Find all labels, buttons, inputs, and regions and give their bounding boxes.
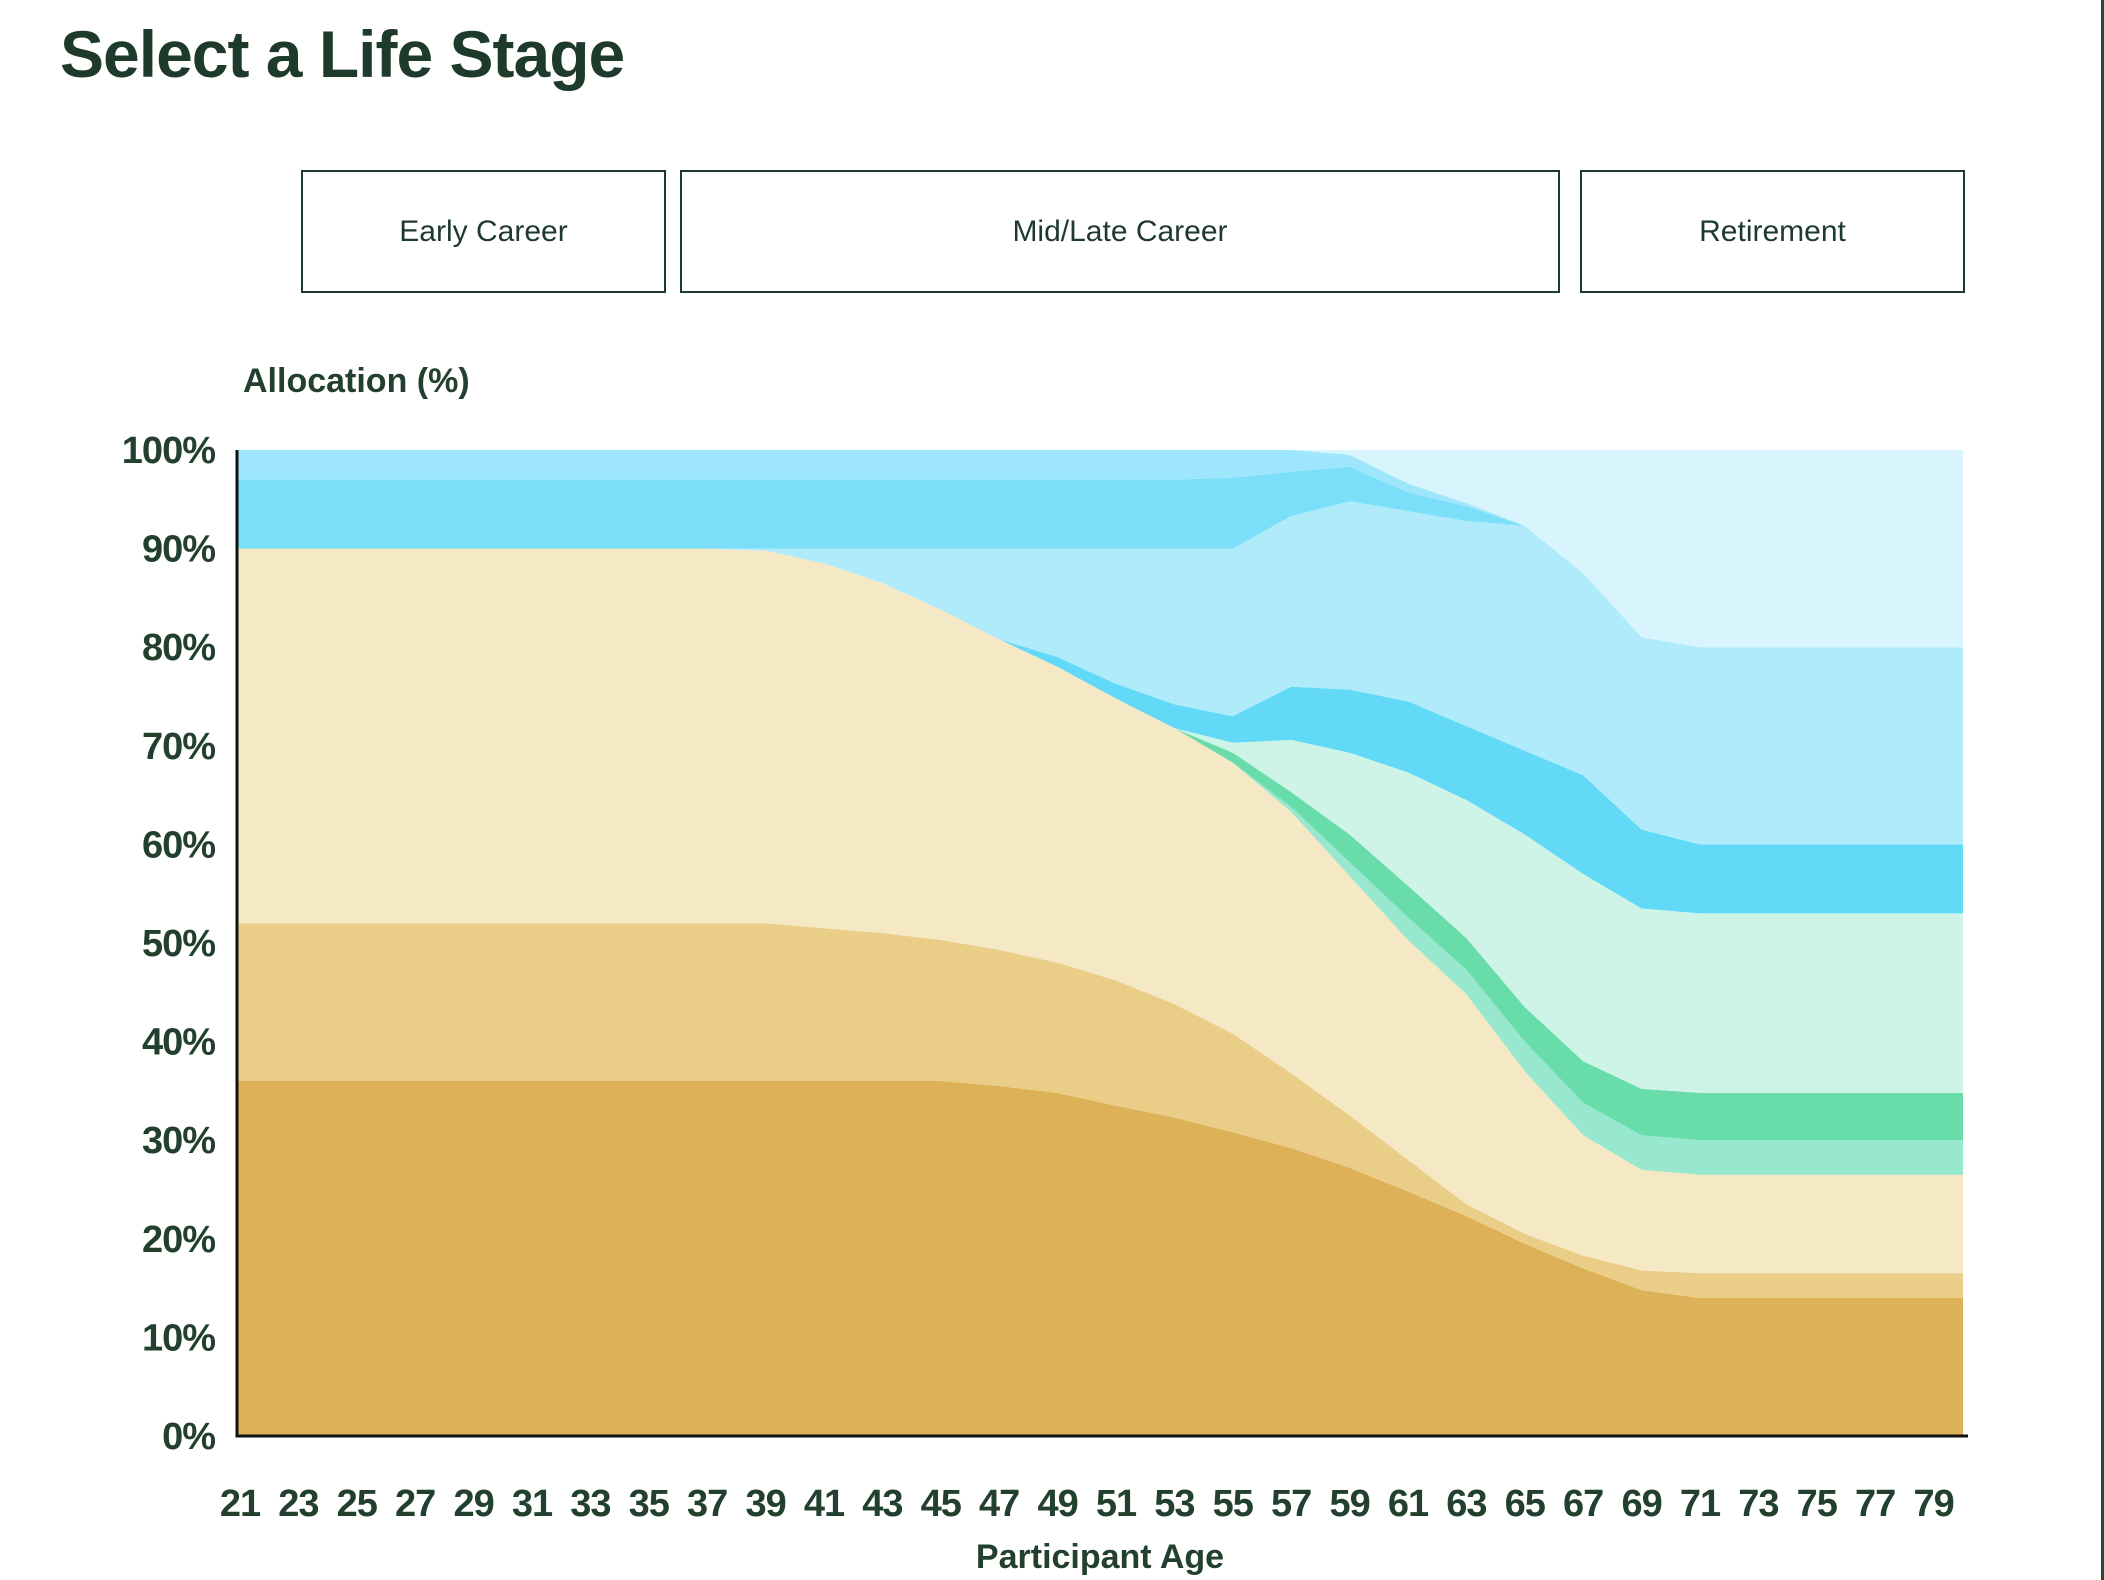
x-tick-label: 59	[1329, 1483, 1369, 1525]
x-tick-label: 69	[1621, 1483, 1661, 1525]
y-axis-title: Allocation (%)	[243, 362, 470, 400]
stacked-areas	[237, 450, 1963, 1436]
mid-late-career-button[interactable]: Mid/Late Career	[680, 170, 1560, 293]
y-tick-label: 0%	[162, 1416, 215, 1458]
x-tick-label: 31	[512, 1483, 553, 1525]
area-light-blue	[237, 501, 1963, 845]
y-tick-label: 80%	[142, 627, 215, 669]
x-tick-label: 67	[1563, 1483, 1603, 1525]
y-tick-label: 10%	[142, 1317, 215, 1359]
x-tick-label: 55	[1213, 1483, 1254, 1525]
y-tick-label: 100%	[122, 430, 215, 472]
x-tick-label: 65	[1505, 1483, 1546, 1525]
x-tick-label: 25	[337, 1483, 378, 1525]
chart-axes	[235, 450, 1968, 1438]
area-palest-blue	[237, 450, 1963, 648]
x-tick-label: 77	[1855, 1483, 1895, 1525]
x-tick-label: 43	[862, 1483, 902, 1525]
x-tick-label: 47	[979, 1483, 1019, 1525]
area-deep-blue	[237, 548, 1963, 914]
x-tick-label: 39	[745, 1483, 785, 1525]
chart-tick-labels: 0% 10% 20% 30% 40% 50% 60% 70% 80% 90% 100% 21 23 25 2…	[122, 430, 1955, 1525]
retirement-button[interactable]: Retirement	[1580, 170, 1965, 293]
x-tick-label: 51	[1096, 1483, 1137, 1525]
y-tick-label: 70%	[142, 726, 215, 768]
x-axis-title: Participant Age	[976, 1538, 1224, 1576]
page-title: Select a Life Stage	[60, 17, 625, 91]
x-tick-label: 35	[629, 1483, 670, 1525]
x-tick-label: 63	[1446, 1483, 1486, 1525]
x-tick-label: 73	[1738, 1483, 1778, 1525]
area-medium-gold	[237, 923, 1963, 1298]
x-tick-label: 45	[921, 1483, 962, 1525]
page-right-border	[2101, 0, 2104, 1580]
x-tick-label: 33	[570, 1483, 610, 1525]
x-tick-label: 71	[1680, 1483, 1721, 1525]
x-tick-label: 37	[687, 1483, 727, 1525]
area-cream	[237, 548, 1963, 1274]
y-tick-label: 40%	[142, 1022, 215, 1064]
x-tick-label: 79	[1913, 1483, 1953, 1525]
y-tick-label: 20%	[142, 1219, 215, 1261]
x-tick-label: 49	[1037, 1483, 1077, 1525]
y-tick-label: 60%	[142, 824, 215, 866]
area-dark-gold	[237, 1081, 1963, 1436]
x-tick-label: 61	[1388, 1483, 1429, 1525]
x-tick-label: 21	[220, 1483, 261, 1525]
x-tick-label: 23	[278, 1483, 318, 1525]
x-tick-label: 29	[453, 1483, 493, 1525]
x-tick-label: 41	[804, 1483, 845, 1525]
x-tick-label: 53	[1154, 1483, 1194, 1525]
x-tick-label: 27	[395, 1483, 435, 1525]
area-light-medium-blue	[237, 450, 1963, 648]
y-tick-label: 30%	[142, 1120, 215, 1162]
y-tick-label: 90%	[142, 529, 215, 571]
early-career-button[interactable]: Early Career	[301, 170, 666, 293]
area-pale-mint	[237, 548, 1963, 1093]
x-tick-label: 75	[1797, 1483, 1838, 1525]
y-tick-label: 50%	[142, 923, 215, 965]
area-medium-blue	[237, 466, 1963, 648]
x-tick-label: 57	[1271, 1483, 1311, 1525]
